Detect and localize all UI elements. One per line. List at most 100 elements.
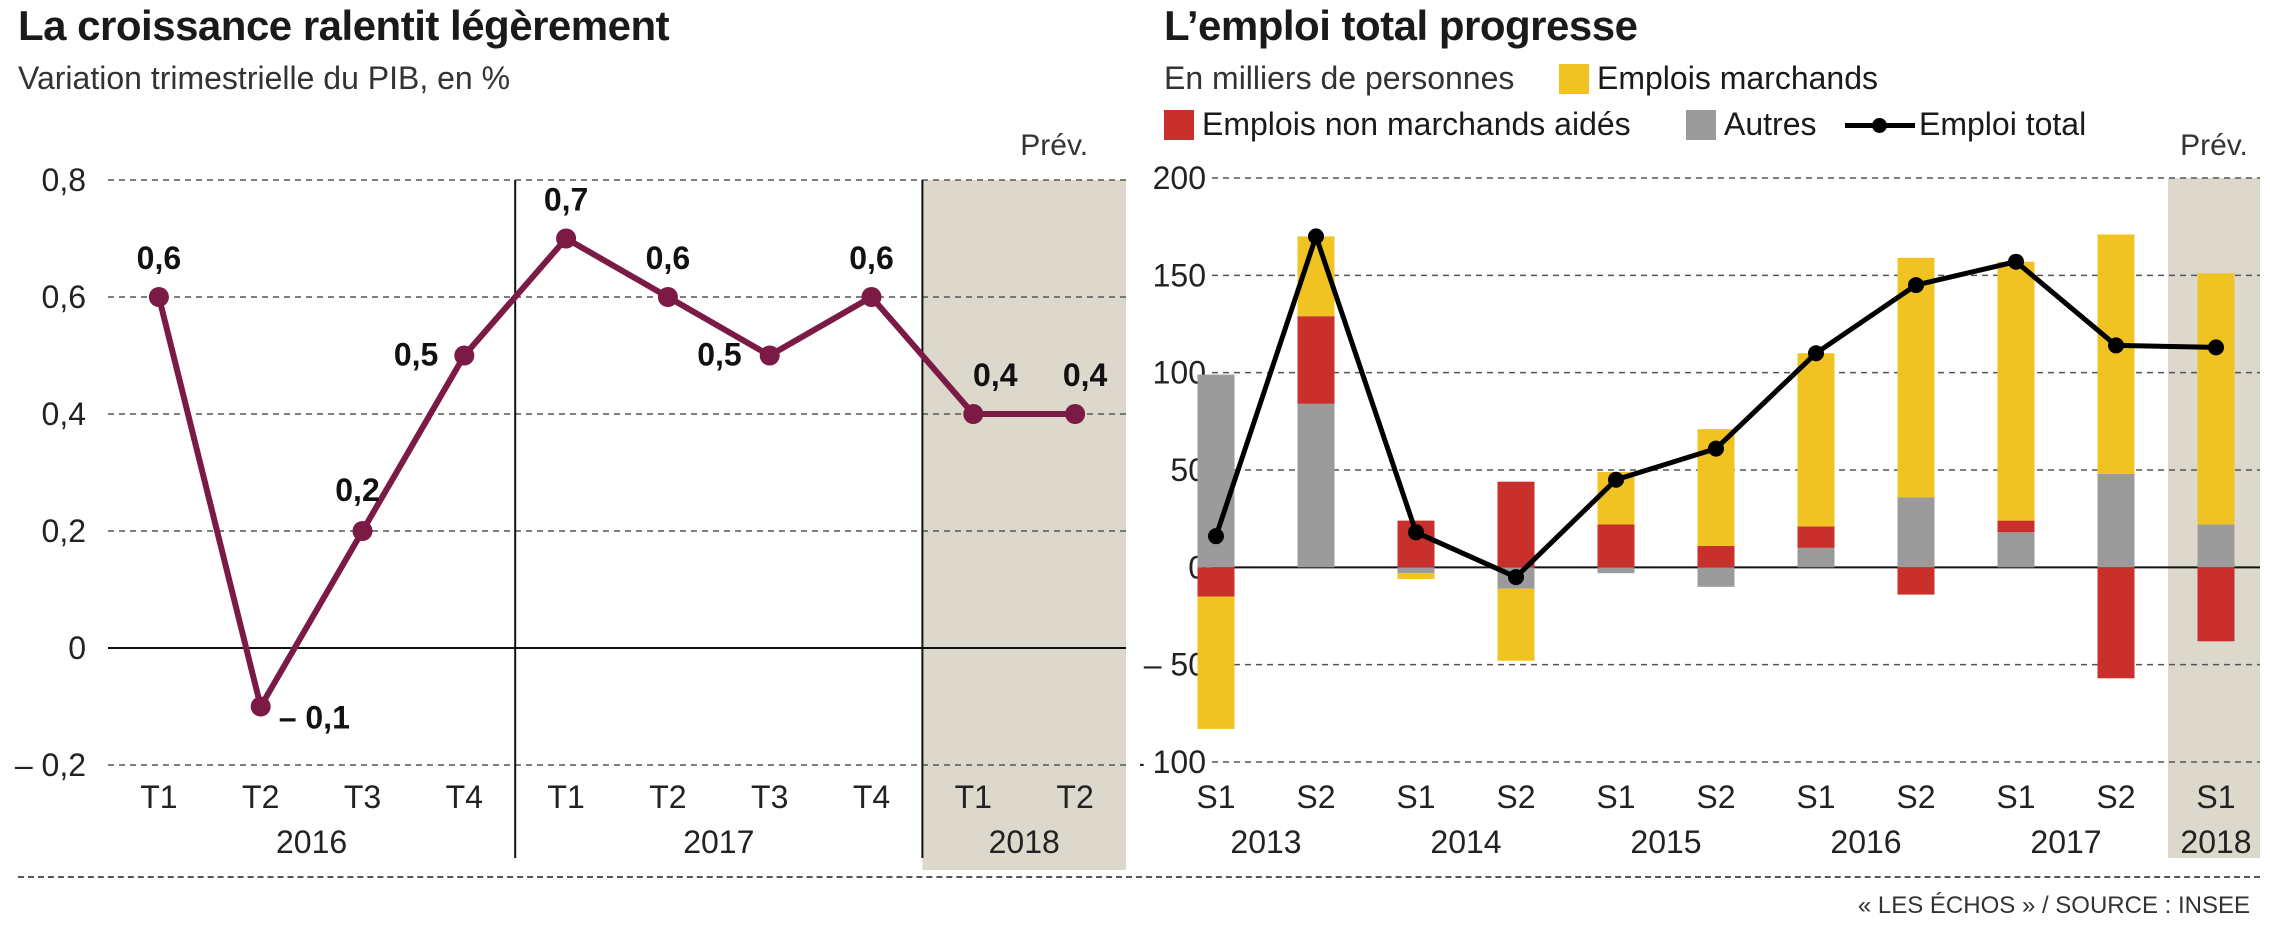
x-tick-label: T2 [649, 779, 686, 815]
bar-segment-autres [1397, 567, 1435, 574]
x-tick-label: S2 [1696, 779, 1735, 815]
y-tick-label: 200 [1153, 160, 1206, 196]
x-tick-label: S1 [1396, 779, 1435, 815]
x-tick-label: T1 [955, 779, 992, 815]
y-tick-label: – 100 [1140, 744, 1206, 780]
year-label: 2015 [1630, 824, 1701, 860]
bar-segment-emplois-marchands [1197, 596, 1235, 729]
gdp-point [250, 696, 271, 717]
y-tick-label: 100 [1153, 355, 1206, 391]
x-tick-label: S2 [1296, 779, 1335, 815]
y-tick-label: 0 [68, 630, 86, 666]
bar-segment-autres [2097, 473, 2135, 568]
bar-segment-emplois-marchands [1797, 353, 1835, 527]
year-label: 2016 [1830, 824, 1901, 860]
bar-segment-autres [1297, 403, 1335, 568]
x-tick-label: S2 [2096, 779, 2135, 815]
bar-segment-emplois-marchands [1397, 573, 1435, 580]
total-employment-point [2208, 339, 2224, 356]
bar-segment-emplois-non-marchands-aid-s [1197, 567, 1235, 597]
forecast-area [922, 180, 1126, 870]
bar-segment-emplois-non-marchands-aid-s [1797, 526, 1835, 548]
bar-segment-autres [1897, 497, 1935, 568]
bar-segment-emplois-non-marchands-aid-s [1897, 567, 1935, 595]
legend-swatch-emplois-marchands [1559, 63, 1589, 94]
bar-segment-emplois-marchands [2197, 273, 2235, 525]
gdp-point [148, 287, 169, 307]
bar-segment-autres [1997, 532, 2035, 568]
bar-segment-autres [2197, 524, 2235, 568]
bar-segment-emplois-non-marchands-aid-s [1297, 316, 1335, 404]
chart1-title: La croissance ralentit légèrement [18, 2, 670, 49]
x-tick-label: S2 [1496, 779, 1535, 815]
source-note: « LES ÉCHOS » / SOURCE : INSEE [1857, 892, 2250, 919]
total-employment-point [1708, 440, 1724, 457]
bar-segment-autres [1597, 567, 1635, 574]
gdp-point [963, 404, 984, 424]
year-label: 2017 [683, 824, 754, 860]
total-employment-point [1908, 277, 1924, 294]
legend-line-emploi-total [1845, 110, 1915, 140]
x-tick-label: T4 [853, 779, 890, 815]
total-employment-point [1308, 228, 1324, 245]
bar-segment-emplois-marchands [1497, 588, 1535, 661]
bar-segment-emplois-non-marchands-aid-s [1697, 545, 1735, 568]
x-tick-label: S1 [1996, 779, 2035, 815]
legend-label-emplois-non-marchands: Emplois non marchands aidés [1202, 106, 1631, 142]
chart2-title: L’emploi total progresse [1164, 2, 1638, 49]
gdp-point [1065, 404, 1086, 424]
gdp-value-label: 0,5 [697, 337, 741, 373]
x-tick-label: T1 [140, 779, 177, 815]
x-tick-label: T3 [751, 779, 788, 815]
bar-segment-emplois-non-marchands-aid-s [1997, 520, 2035, 533]
bar-segment-emplois-marchands [2097, 234, 2135, 474]
x-tick-label: S1 [1596, 779, 1635, 815]
legend-item-emploi-total: Emploi total [1845, 106, 2086, 143]
x-tick-label: S2 [1896, 779, 1935, 815]
x-tick-label: S1 [1196, 779, 1235, 815]
chart2-units: En milliers de personnes [1164, 60, 1515, 96]
total-employment-point [2108, 337, 2124, 354]
y-tick-label: 0,6 [42, 279, 86, 315]
gdp-value-label: 0,6 [849, 240, 893, 276]
bottom-divider [18, 876, 2260, 878]
legend-item-autres: Autres [1686, 106, 1816, 143]
year-label: 2018 [2180, 824, 2251, 860]
y-tick-label: 0,4 [42, 396, 86, 432]
y-tick-label: 150 [1153, 257, 1206, 293]
gdp-value-label: 0,7 [544, 182, 588, 218]
legend-swatch-autres [1686, 109, 1716, 140]
bar-segment-emplois-marchands [1997, 261, 2035, 521]
bar-segment-emplois-non-marchands-aid-s [2197, 567, 2235, 642]
total-employment-point [2008, 253, 2024, 270]
growth-line-chart: Prév. – 0,2 0 0,2 0,4 0,6 0,8 2016 2017 2018 T1 T2 T… [15, 129, 1126, 870]
total-employment-point [1508, 569, 1524, 586]
gdp-point [556, 228, 577, 249]
total-employment-point [1208, 528, 1224, 545]
gdp-point [352, 521, 373, 541]
x-tick-label: S1 [2196, 779, 2235, 815]
gdp-point [657, 287, 678, 307]
x-tick-label: T2 [242, 779, 279, 815]
legend-label-emploi-total: Emploi total [1919, 106, 2087, 142]
legend-label-emplois-marchands: Emplois marchands [1597, 60, 1878, 96]
bar-segment-emplois-non-marchands-aid-s [2097, 567, 2135, 679]
gdp-value-label: 0,4 [1063, 357, 1108, 393]
y-tick-label: – 0,2 [15, 747, 86, 783]
gdp-point [759, 345, 780, 366]
x-tick-label: T1 [547, 779, 584, 815]
bar-segment-emplois-non-marchands-aid-s [1597, 524, 1635, 568]
x-tick-label: S1 [1796, 779, 1835, 815]
forecast-label: Prév. [1020, 129, 1088, 162]
legend-item-emplois-non-marchands: Emplois non marchands aidés [1164, 106, 1631, 143]
total-employment-point [1808, 345, 1824, 362]
legend-item-emplois-marchands: Emplois marchands [1559, 60, 1878, 97]
year-label: 2016 [276, 824, 347, 860]
gdp-value-label: 0,6 [137, 240, 181, 276]
employment-bar-chart: Prév.– 100– 50050100150200S1S2S1S2S1S2S1… [1140, 129, 2260, 860]
gdp-value-label: 0,4 [973, 357, 1018, 393]
total-employment-point [1608, 471, 1624, 488]
year-label: 2018 [989, 824, 1060, 860]
y-tick-label: – 50 [1144, 647, 1206, 683]
gdp-point [454, 345, 475, 366]
